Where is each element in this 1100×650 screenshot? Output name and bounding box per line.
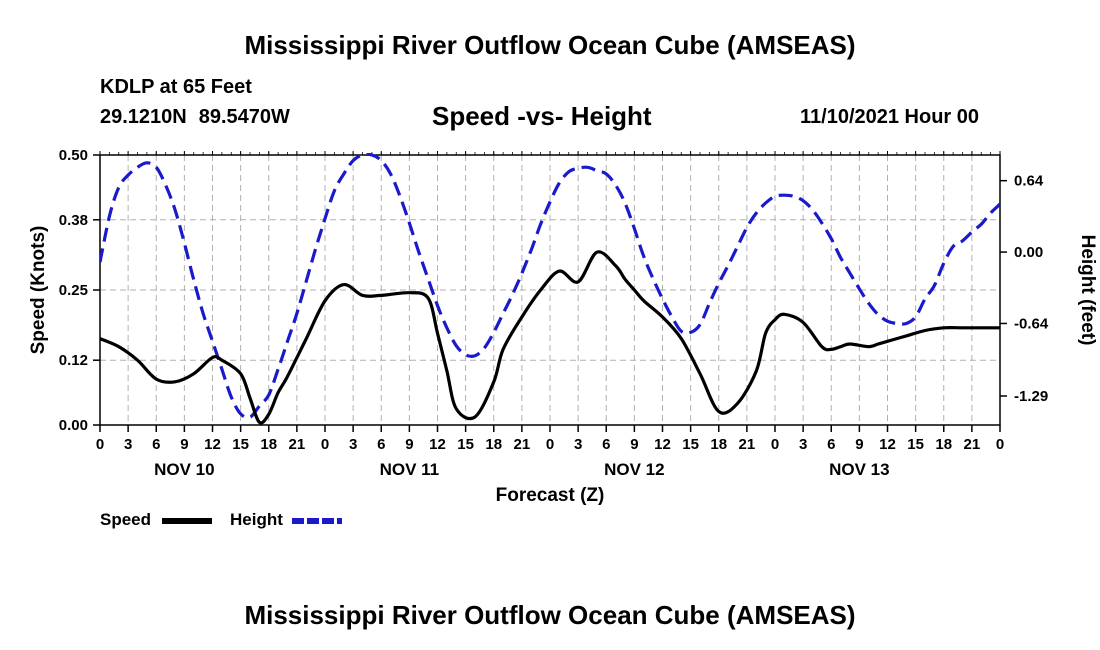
x-tick-label: 9 [180,436,188,453]
x-tick-label: 3 [124,436,132,453]
x-tick-label: 6 [827,436,835,453]
y-tick-label: 0.25 [59,282,88,299]
x-tick-label: 18 [260,436,277,453]
x-tick-label: 6 [602,436,610,453]
y2-axis-label: Height (feet) [1077,235,1098,346]
day-label: NOV 11 [380,460,440,479]
x-tick-label: 15 [682,436,699,453]
longitude: 89.5470W [198,106,290,128]
coordinates: 29.1210N 89.5470W [100,106,302,129]
x-tick-label: 18 [935,436,952,453]
x-tick-label: 21 [289,436,306,453]
day-label: NOV 10 [154,460,214,479]
y2-tick-label: 0.00 [1014,244,1043,261]
x-tick-label: 0 [996,436,1004,453]
x-tick-label: 18 [710,436,727,453]
day-label: NOV 13 [829,460,889,479]
x-tick-label: 18 [485,436,502,453]
y-tick-label: 0.38 [59,212,88,229]
x-tick-label: 21 [739,436,756,453]
x-tick-label: 21 [964,436,981,453]
x-tick-label: 9 [405,436,413,453]
x-tick-label: 9 [855,436,863,453]
x-tick-label: 15 [907,436,924,453]
x-tick-label: 12 [654,436,671,453]
legend-label-height: Height [230,510,283,529]
y-tick-label: 0.12 [59,352,88,369]
station-label: KDLP at 65 Feet [100,76,252,98]
x-tick-label: 0 [96,436,104,453]
y-axis-label: Speed (Knots) [28,226,49,355]
y-tick-label: 0.50 [59,147,88,164]
y-tick-label: 0.00 [59,417,88,434]
x-tick-label: 6 [152,436,160,453]
x-tick-label: 15 [232,436,249,453]
series-line-height [100,153,1000,420]
x-tick-label: 0 [771,436,779,453]
x-axis-label: Forecast (Z) [496,485,605,506]
chart-subtitle: Speed -vs- Height [432,101,652,131]
x-tick-label: 0 [546,436,554,453]
chart-title: Mississippi River Outflow Ocean Cube (AM… [244,30,856,60]
y2-tick-label: 0.64 [1014,173,1044,190]
y2-tick-label: -1.29 [1014,388,1048,405]
x-tick-label: 3 [349,436,357,453]
x-tick-label: 3 [799,436,807,453]
x-tick-label: 21 [514,436,531,453]
x-tick-label: 3 [574,436,582,453]
latitude: 29.1210N [100,106,187,128]
day-label: NOV 12 [604,460,664,479]
x-tick-label: 6 [377,436,385,453]
x-tick-label: 9 [630,436,638,453]
x-tick-label: 15 [457,436,474,453]
x-tick-label: 12 [879,436,896,453]
y2-tick-label: -0.64 [1014,315,1049,332]
x-tick-label: 12 [204,436,221,453]
x-tick-label: 0 [321,436,329,453]
footer-title: Mississippi River Outflow Ocean Cube (AM… [244,600,856,630]
series-line-speed [100,250,1000,425]
forecast-datetime: 11/10/2021 Hour 00 [800,106,980,128]
legend-label-speed: Speed [100,510,151,529]
x-tick-label: 12 [429,436,446,453]
